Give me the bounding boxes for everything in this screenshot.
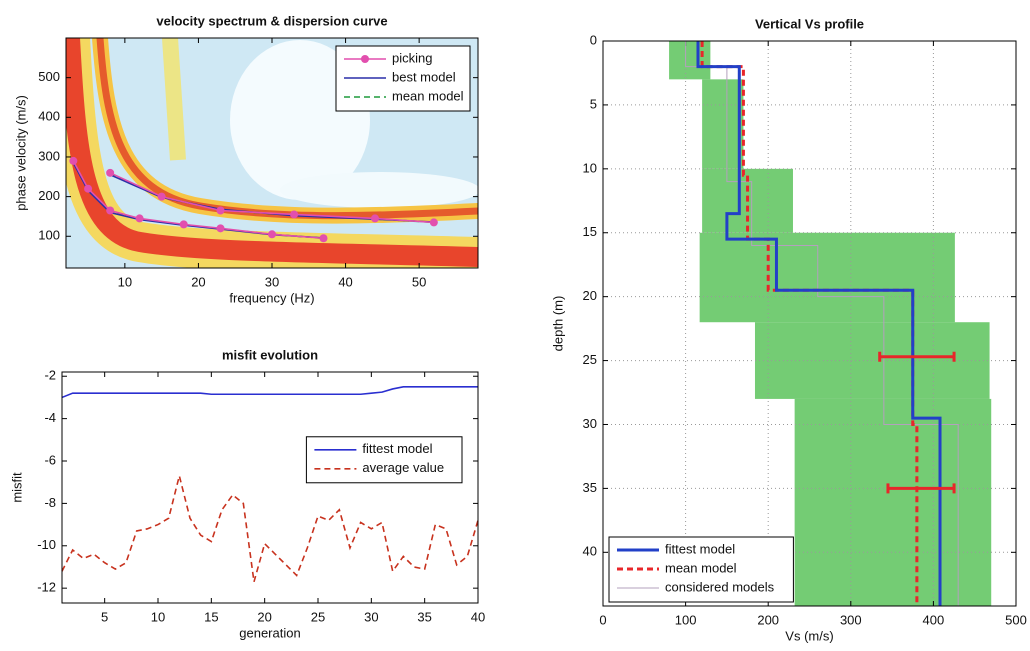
x-tick-label: 15 <box>204 609 218 624</box>
legend-box <box>305 436 463 484</box>
chart-title: Vertical Vs profile <box>755 16 864 31</box>
y-tick-label: 30 <box>583 416 597 431</box>
y-tick-label: -12 <box>37 580 56 595</box>
x-tick-label: 35 <box>417 609 431 624</box>
marker <box>216 206 225 215</box>
legend-label: mean model <box>392 88 464 103</box>
marker <box>179 220 188 229</box>
envelope-band <box>699 232 955 323</box>
series-line <box>72 160 434 240</box>
plot-frame <box>602 40 1017 607</box>
x-tick-label: 200 <box>757 612 779 627</box>
y-tick-label: 100 <box>38 228 60 243</box>
marker <box>268 230 276 239</box>
x-tick-label: 10 <box>118 274 132 289</box>
x-tick-label: 0 <box>599 612 606 627</box>
y-tick-label: 5 <box>590 96 597 111</box>
marker <box>106 206 115 215</box>
marker <box>371 214 379 223</box>
legend-label: picking <box>392 50 432 65</box>
marker <box>84 184 93 193</box>
marker <box>290 210 299 219</box>
chart-title: velocity spectrum & dispersion curve <box>156 13 387 28</box>
x-axis-label: frequency (Hz) <box>229 290 314 305</box>
y-tick-label: 0 <box>590 32 597 47</box>
y-tick-label: 20 <box>583 288 597 303</box>
x-tick-label: 30 <box>364 609 378 624</box>
x-tick-label: 40 <box>471 609 485 624</box>
y-tick-label: -6 <box>44 452 56 467</box>
x-axis-label: Vs (m/s) <box>785 628 833 643</box>
y-tick-label: 300 <box>38 148 60 163</box>
y-tick-label: -10 <box>37 537 56 552</box>
y-tick-label: 200 <box>38 188 60 203</box>
envelope-band <box>669 41 711 80</box>
marker <box>157 192 166 201</box>
marker <box>429 218 438 227</box>
plot-frame <box>65 37 479 269</box>
series-line <box>61 386 478 399</box>
y-tick-label: 40 <box>583 544 597 559</box>
y-tick-label: 35 <box>583 480 597 495</box>
y-tick-label: -8 <box>44 495 56 510</box>
marker <box>135 214 144 223</box>
legend-marker <box>361 55 369 63</box>
x-tick-label: 25 <box>311 609 325 624</box>
legend-label: mean model <box>665 560 737 575</box>
series-line <box>61 475 479 583</box>
envelope-band <box>794 398 992 606</box>
legend-label: considered models <box>665 579 775 594</box>
x-tick-label: 300 <box>840 612 862 627</box>
x-tick-label: 5 <box>101 609 108 624</box>
marker <box>216 224 225 233</box>
x-tick-label: 30 <box>265 274 279 289</box>
x-tick-label: 400 <box>923 612 945 627</box>
chart-title: misfit evolution <box>222 347 318 362</box>
x-tick-label: 40 <box>338 274 352 289</box>
y-tick-label: 15 <box>583 224 597 239</box>
x-tick-label: 100 <box>675 612 697 627</box>
x-tick-label: 20 <box>257 609 271 624</box>
y-tick-label: 25 <box>583 352 597 367</box>
y-tick-label: 500 <box>38 69 60 84</box>
y-axis-label: misfit <box>9 472 24 503</box>
plot-frame <box>61 371 479 604</box>
legend-label: fittest model <box>665 541 735 556</box>
x-tick-label: 50 <box>412 274 426 289</box>
legend-label: best model <box>392 69 456 84</box>
series-line <box>696 41 942 606</box>
x-tick-label: 500 <box>1005 612 1027 627</box>
marker <box>69 156 78 165</box>
marker <box>319 234 328 243</box>
y-axis-label: depth (m) <box>550 296 565 352</box>
envelope-band <box>702 79 744 169</box>
y-tick-label: 10 <box>583 160 597 175</box>
legend-label: average value <box>362 460 444 475</box>
x-axis-label: generation <box>239 625 300 640</box>
envelope-band <box>754 322 990 399</box>
marker <box>106 168 115 177</box>
x-tick-label: 10 <box>151 609 165 624</box>
y-tick-label: -4 <box>44 410 56 425</box>
legend-label: fittest model <box>362 441 432 456</box>
x-tick-label: 20 <box>191 274 205 289</box>
y-axis-label: phase velocity (m/s) <box>13 95 28 211</box>
y-tick-label: 400 <box>38 109 60 124</box>
y-tick-label: -2 <box>44 368 56 383</box>
